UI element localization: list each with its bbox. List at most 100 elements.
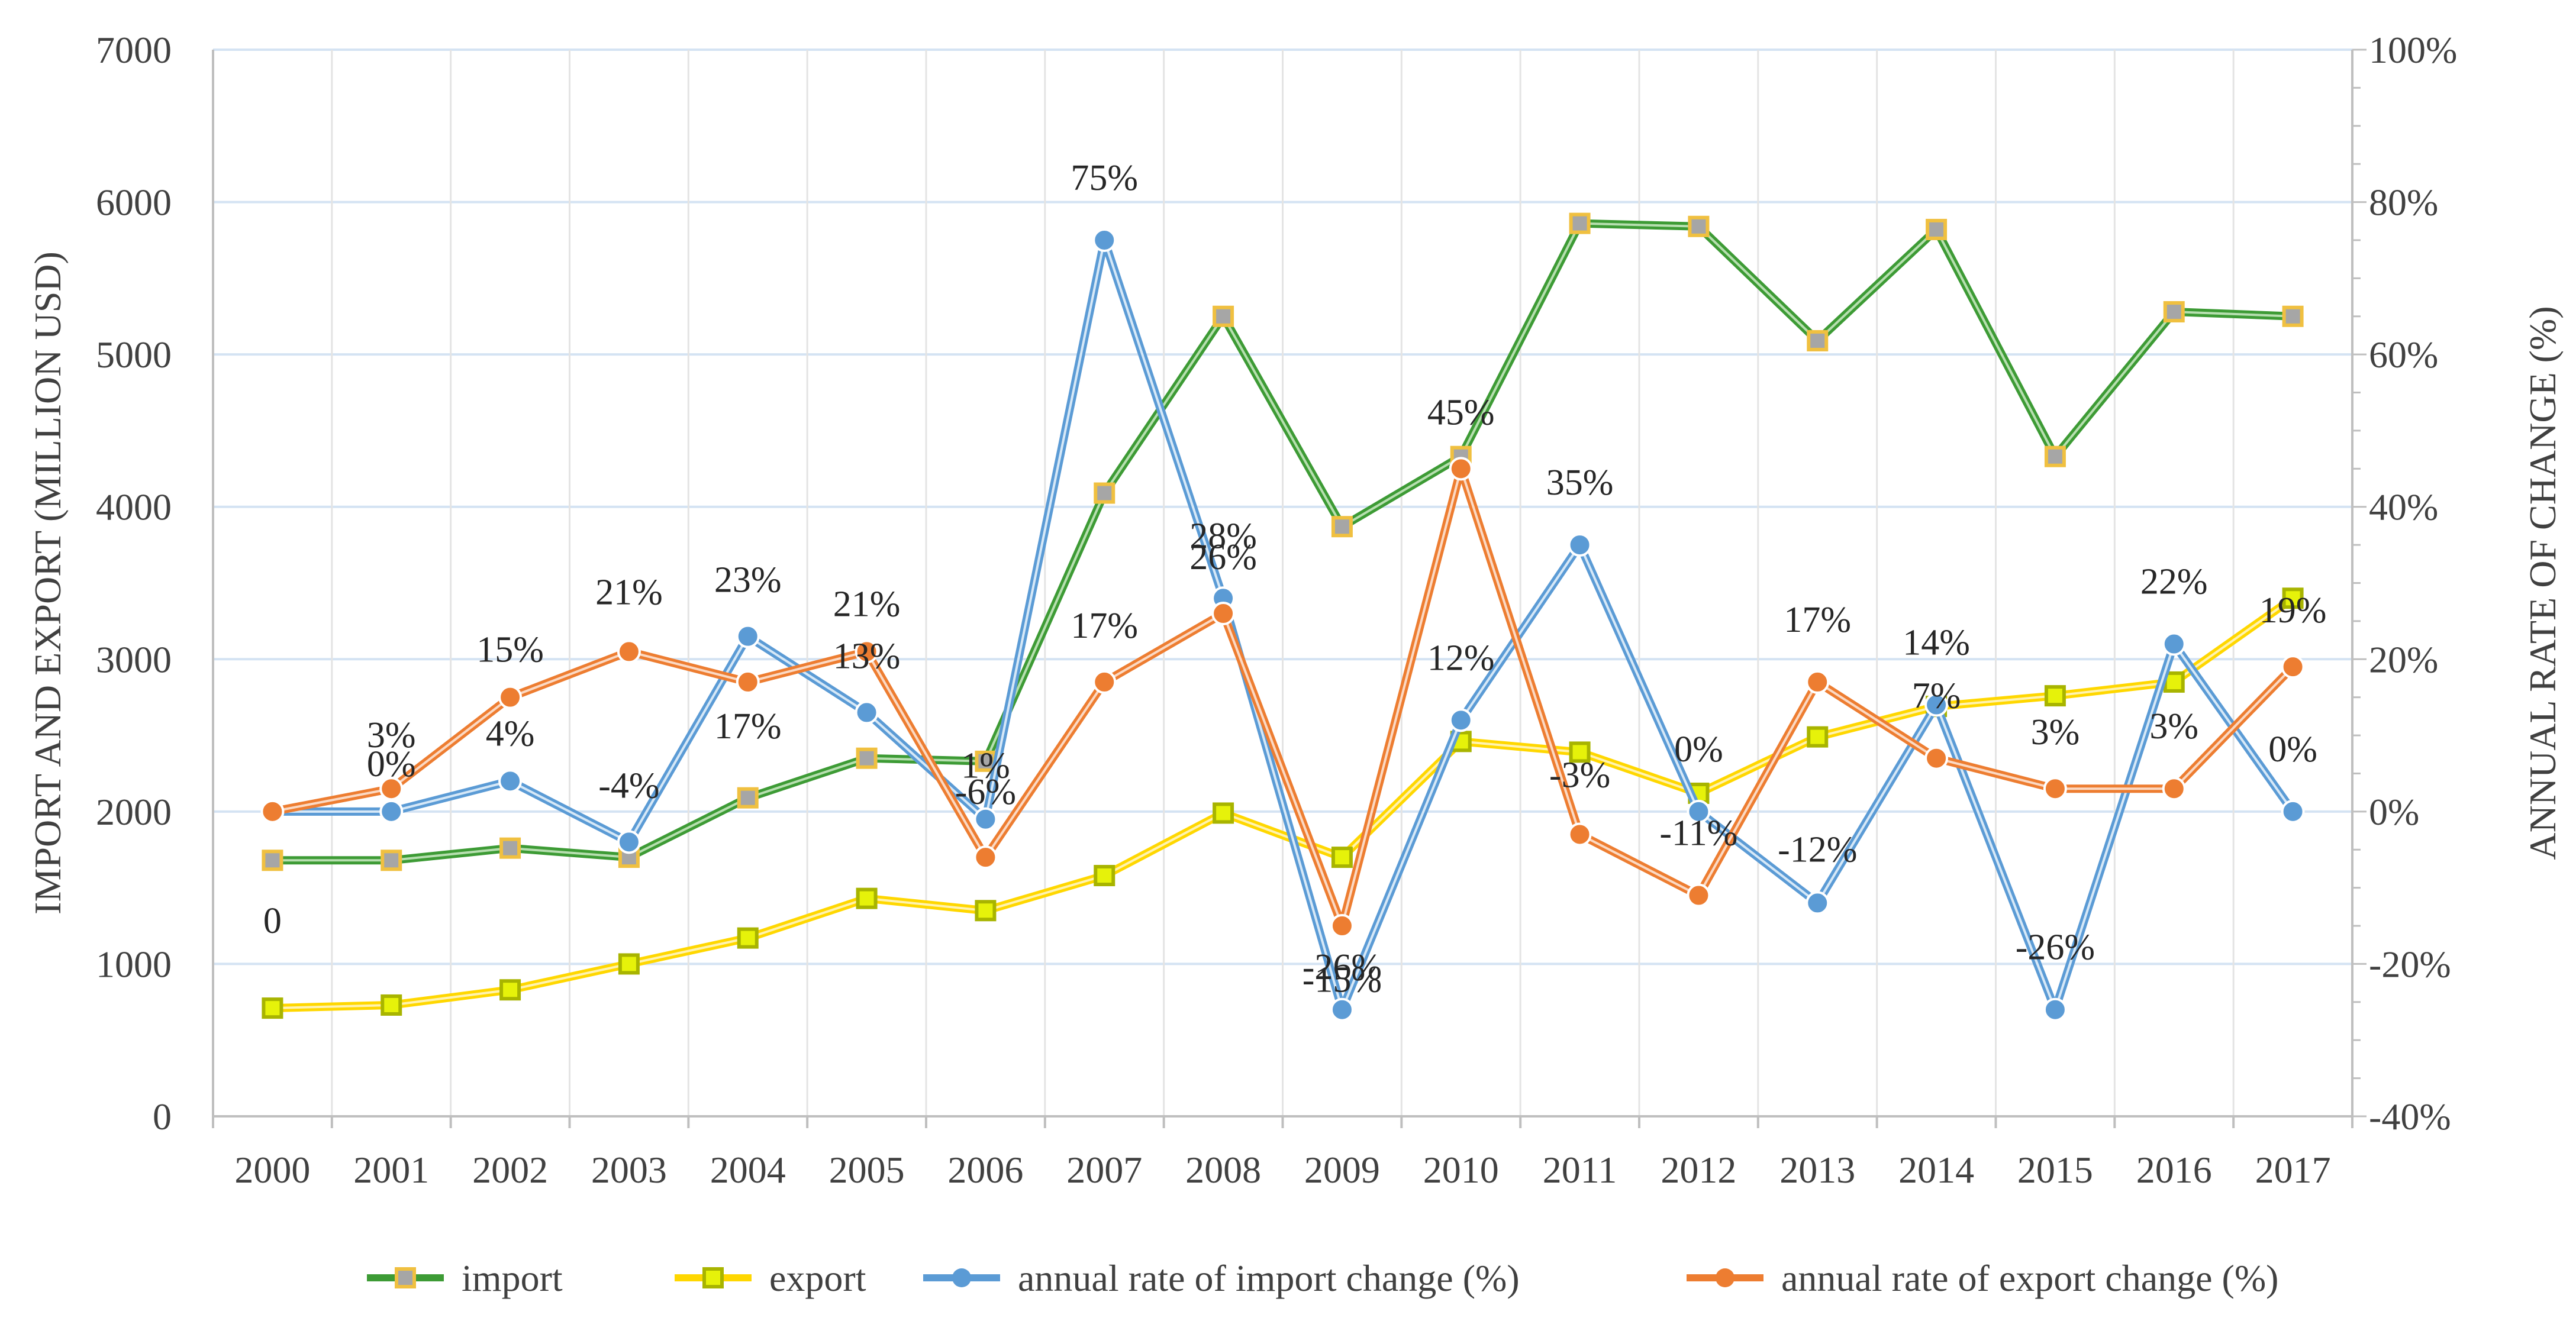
grid bbox=[212, 49, 2353, 1116]
data-label-export-rate: -26% bbox=[1302, 947, 1382, 987]
data-point-annual-rate-of-import-change bbox=[1924, 693, 1949, 717]
data-point-annual-rate-of-export-change bbox=[379, 777, 404, 801]
data-point-annual-rate-of-export-change bbox=[617, 639, 641, 664]
data-label-export-rate: 15% bbox=[476, 630, 544, 670]
series-line-highlight-import bbox=[271, 222, 2294, 862]
data-label-export-rate: 17% bbox=[714, 706, 782, 747]
data-label-export-rate: 17% bbox=[1071, 606, 1138, 646]
legend-item-1: export bbox=[675, 1257, 866, 1299]
data-label-import-rate: 13% bbox=[833, 636, 901, 676]
data-point-annual-rate-of-export-change bbox=[2281, 655, 2305, 679]
right-tick-label: 0% bbox=[2369, 791, 2419, 833]
data-point-import bbox=[381, 850, 402, 871]
data-label-import-rate: 0% bbox=[367, 744, 416, 784]
legend-swatch-marker bbox=[1716, 1268, 1734, 1287]
data-point-import bbox=[1807, 330, 1829, 351]
x-tick-label: 2002 bbox=[472, 1149, 548, 1191]
right-tick-label: 20% bbox=[2369, 638, 2438, 680]
data-point-export bbox=[381, 994, 402, 1016]
legend-swatch-marker bbox=[702, 1267, 724, 1288]
data-point-annual-rate-of-export-change bbox=[1806, 670, 1830, 694]
left-tick-label: 0 bbox=[153, 1096, 172, 1138]
data-point-annual-rate-of-import-change bbox=[1806, 891, 1830, 915]
data-point-import bbox=[737, 787, 759, 809]
left-tick-label: 4000 bbox=[96, 486, 172, 528]
legend-swatch-marker bbox=[395, 1267, 416, 1288]
data-point-import bbox=[856, 747, 878, 769]
data-point-import bbox=[2282, 305, 2304, 327]
series-line-highlight-export bbox=[271, 597, 2294, 1010]
data-point-annual-rate-of-import-change bbox=[1330, 997, 1354, 1022]
x-tick-label: 2008 bbox=[1185, 1149, 1261, 1191]
data-point-export bbox=[737, 927, 759, 949]
legend-label: export bbox=[769, 1257, 866, 1299]
data-point-export bbox=[1331, 847, 1353, 868]
legend-item-2: annual rate of import change (%) bbox=[923, 1257, 1520, 1299]
x-tick-label: 2000 bbox=[234, 1149, 310, 1191]
left-tick-label: 3000 bbox=[96, 638, 172, 680]
data-point-export bbox=[1569, 741, 1591, 763]
data-point-import bbox=[1094, 482, 1115, 504]
left-tick-label: 1000 bbox=[96, 943, 172, 985]
left-tick-label: 5000 bbox=[96, 334, 172, 376]
data-point-annual-rate-of-export-change bbox=[498, 685, 523, 709]
x-tick-label: 2006 bbox=[947, 1149, 1023, 1191]
data-point-export bbox=[975, 900, 997, 922]
data-label-export-rate: -6% bbox=[955, 772, 1016, 812]
data-label-import-rate: 23% bbox=[714, 560, 782, 600]
x-tick-label: 2015 bbox=[2017, 1149, 2093, 1191]
data-point-export bbox=[499, 979, 521, 1001]
x-tick-label: 2012 bbox=[1661, 1149, 1736, 1191]
data-point-annual-rate-of-import-change bbox=[1687, 799, 1711, 823]
left-tick-label: 6000 bbox=[96, 182, 172, 224]
data-point-import bbox=[499, 837, 521, 859]
data-label-import-rate: 28% bbox=[1189, 516, 1257, 556]
data-label-export-rate: 17% bbox=[1784, 600, 1851, 640]
data-point-annual-rate-of-import-change bbox=[1568, 533, 1592, 557]
right-tick-label: -40% bbox=[2369, 1096, 2451, 1138]
data-label-export-rate: 3% bbox=[367, 715, 416, 755]
data-point-export bbox=[618, 953, 640, 975]
legend-label: annual rate of import change (%) bbox=[1018, 1257, 1520, 1299]
data-label-import-rate: -26% bbox=[2016, 928, 2095, 968]
data-point-annual-rate-of-export-change bbox=[736, 670, 760, 694]
data-point-export bbox=[2282, 587, 2304, 609]
legend-swatch-marker bbox=[952, 1268, 971, 1287]
data-point-annual-rate-of-export-change bbox=[1568, 822, 1592, 847]
data-label-import-rate: 14% bbox=[1903, 623, 1970, 663]
data-label-export-rate: 19% bbox=[2259, 590, 2327, 631]
data-point-annual-rate-of-import-change bbox=[2281, 799, 2305, 823]
right-tick-label: 80% bbox=[2369, 182, 2438, 224]
series bbox=[260, 212, 2305, 1022]
data-label-import-rate: -4% bbox=[598, 766, 659, 806]
data-point-export bbox=[1094, 865, 1115, 887]
data-point-annual-rate-of-import-change bbox=[1092, 228, 1117, 252]
x-tick-label: 2013 bbox=[1779, 1149, 1855, 1191]
data-point-annual-rate-of-import-change bbox=[498, 769, 523, 793]
data-point-import bbox=[1213, 305, 1234, 327]
data-label-import-rate: 12% bbox=[1427, 638, 1495, 678]
data-labels: 0 0% 4% -4% 23% 13% 1% 75% 28% -15% 12% 35% 0% -12% 14… bbox=[263, 158, 2326, 1000]
data-point-annual-rate-of-export-change bbox=[1211, 602, 1236, 626]
data-point-annual-rate-of-import-change bbox=[1449, 708, 1473, 732]
right-tick-label: -20% bbox=[2369, 943, 2451, 985]
data-label-import-rate: 22% bbox=[2140, 562, 2208, 602]
data-label-import-rate: 4% bbox=[486, 713, 535, 754]
legend-label: annual rate of export change (%) bbox=[1781, 1257, 2278, 1299]
data-point-annual-rate-of-export-change bbox=[1330, 914, 1354, 938]
data-label-import-rate: 0 bbox=[263, 901, 282, 941]
right-axis-title: ANNUAL RATE OF CHANGE (%) bbox=[2522, 306, 2564, 860]
legend-item-3: annual rate of export change (%) bbox=[1687, 1257, 2278, 1299]
x-tick-label: 2017 bbox=[2255, 1149, 2331, 1191]
x-tick-label: 2016 bbox=[2136, 1149, 2212, 1191]
x-tick-label: 2005 bbox=[829, 1149, 905, 1191]
data-label-import-rate: 75% bbox=[1071, 158, 1138, 198]
x-tick-label: 2004 bbox=[710, 1149, 786, 1191]
data-point-annual-rate-of-export-change bbox=[260, 799, 285, 823]
right-tick-label: 100% bbox=[2369, 29, 2457, 71]
data-point-annual-rate-of-export-change bbox=[973, 845, 998, 870]
legend-item-0: import bbox=[367, 1257, 563, 1299]
data-point-export bbox=[1213, 802, 1234, 824]
data-point-export bbox=[2044, 685, 2066, 707]
